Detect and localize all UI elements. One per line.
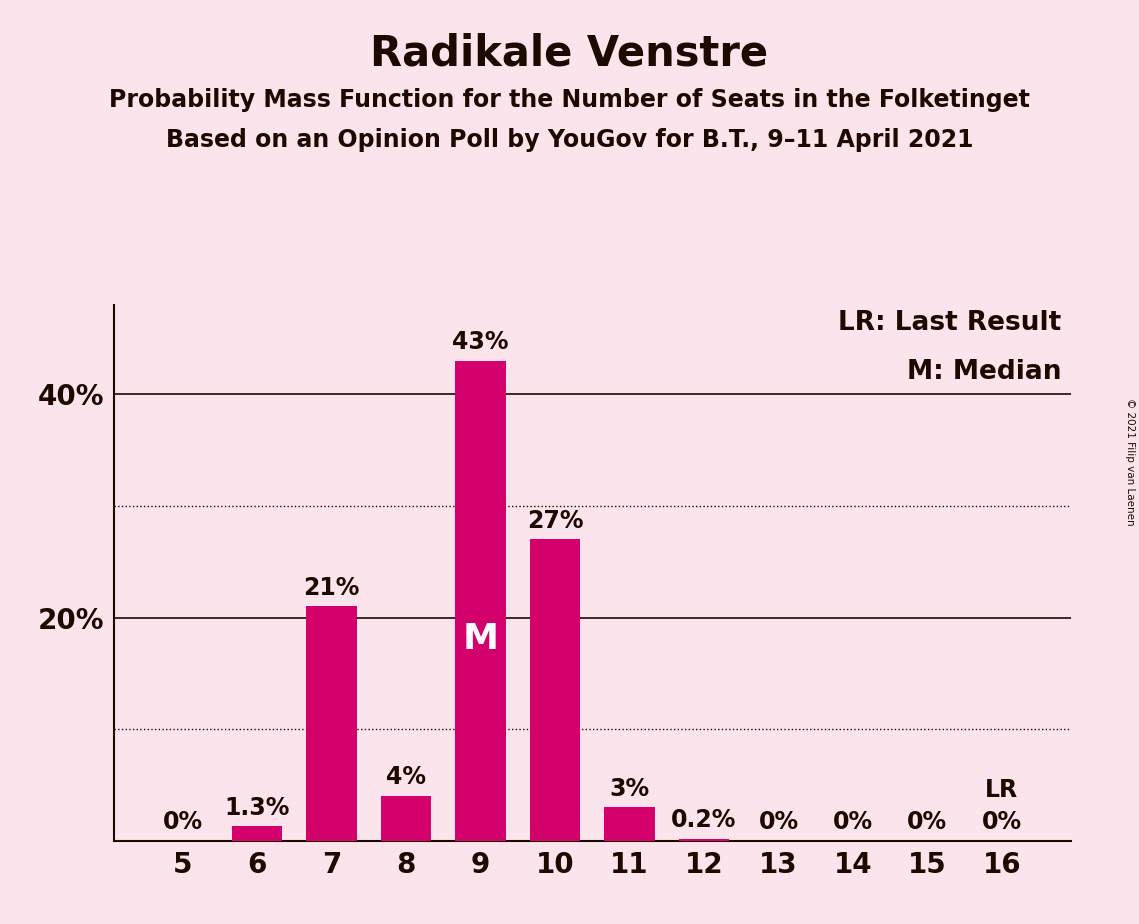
Bar (530, 540, 581, 841)
Bar (604, 808, 655, 841)
Bar (306, 606, 357, 841)
Text: 0%: 0% (833, 810, 872, 834)
Text: Based on an Opinion Poll by YouGov for B.T., 9–11 April 2021: Based on an Opinion Poll by YouGov for B… (166, 128, 973, 152)
Text: 21%: 21% (303, 576, 360, 600)
Text: 0%: 0% (163, 810, 203, 834)
Text: 0%: 0% (982, 810, 1022, 834)
Text: 1.3%: 1.3% (224, 796, 289, 820)
Text: Probability Mass Function for the Number of Seats in the Folketinget: Probability Mass Function for the Number… (109, 88, 1030, 112)
Bar (456, 360, 506, 841)
Bar (232, 826, 282, 841)
Text: 27%: 27% (527, 509, 583, 532)
Bar (380, 796, 432, 841)
Text: M: M (462, 622, 499, 656)
Text: LR: LR (985, 778, 1018, 802)
Text: © 2021 Filip van Laenen: © 2021 Filip van Laenen (1125, 398, 1134, 526)
Text: 3%: 3% (609, 777, 649, 800)
Text: 43%: 43% (452, 330, 509, 354)
Text: Radikale Venstre: Radikale Venstre (370, 32, 769, 74)
Text: 0%: 0% (759, 810, 798, 834)
Text: M: Median: M: Median (907, 359, 1062, 384)
Text: 4%: 4% (386, 765, 426, 789)
Bar (679, 839, 729, 841)
Text: LR: Last Result: LR: Last Result (838, 310, 1062, 336)
Text: 0.2%: 0.2% (671, 808, 737, 832)
Text: 0%: 0% (908, 810, 948, 834)
